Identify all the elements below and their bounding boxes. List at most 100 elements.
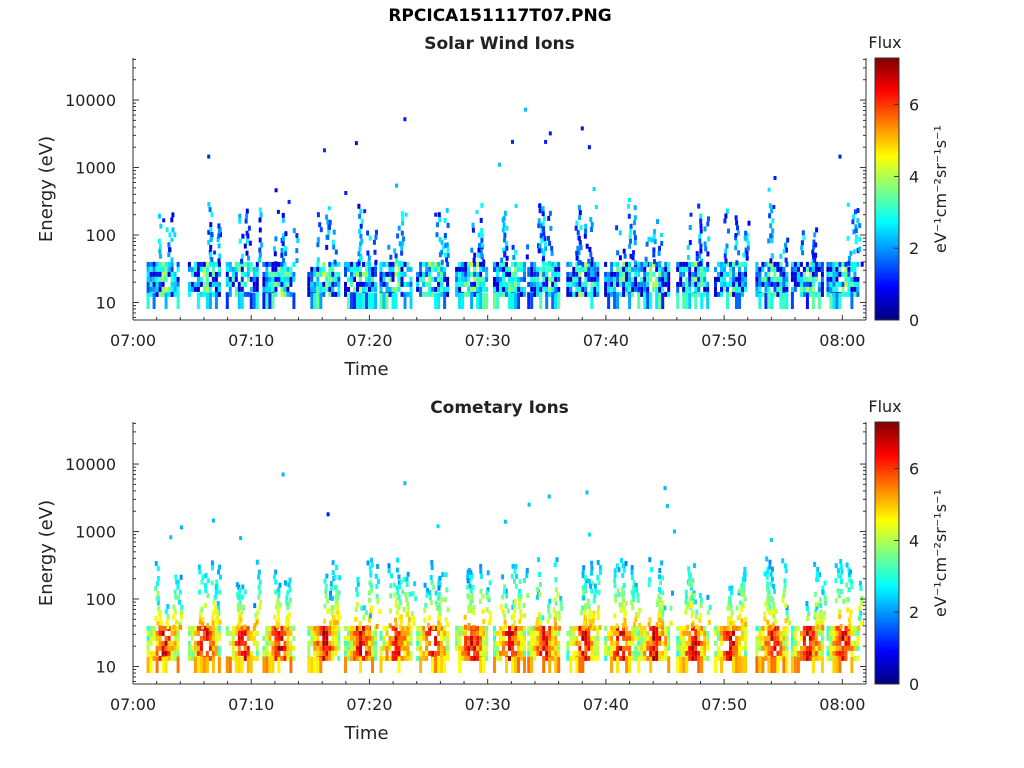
heatmap-cell <box>248 240 252 246</box>
heatmap-cell <box>811 281 815 287</box>
heatmap-cell <box>767 286 771 292</box>
heatmap-cell <box>316 266 320 272</box>
heatmap-cell <box>533 276 537 282</box>
heatmap-cell <box>149 640 153 646</box>
heatmap-cell <box>262 292 266 309</box>
heatmap-cell <box>243 261 247 267</box>
heatmap-cell <box>319 625 323 631</box>
heatmap-cell <box>372 239 376 245</box>
heatmap-cell <box>550 245 554 251</box>
heatmap-cell <box>766 584 770 590</box>
heatmap-cell <box>766 606 770 612</box>
heatmap-cell <box>428 281 432 287</box>
heatmap-cell <box>700 630 704 636</box>
heatmap-cell <box>382 281 386 287</box>
heatmap-cell <box>334 645 338 651</box>
heatmap-cell <box>406 640 410 646</box>
heatmap-cell <box>548 613 552 619</box>
heatmap-cell <box>400 635 404 641</box>
heatmap-cell <box>231 640 235 646</box>
heatmap-cell <box>240 635 244 641</box>
heatmap-cell <box>590 565 594 571</box>
heatmap-cell <box>274 640 278 646</box>
heatmap-cell <box>740 583 744 589</box>
heatmap-cell <box>366 230 370 236</box>
heatmap-cell <box>587 603 591 609</box>
heatmap-cell <box>408 591 412 597</box>
heatmap-cell <box>811 271 815 277</box>
heatmap-cell <box>720 640 723 646</box>
heatmap-cell <box>860 600 864 606</box>
heatmap-cell <box>411 591 415 597</box>
heatmap-cell <box>344 650 347 656</box>
heatmap-cell <box>496 292 499 309</box>
heatmap-cell <box>706 286 710 292</box>
heatmap-cell <box>319 266 323 272</box>
heatmap-cell <box>215 579 219 585</box>
heatmap-cell <box>622 655 626 661</box>
heatmap-cell <box>328 261 332 267</box>
heatmap-cell <box>706 281 710 287</box>
heatmap-cell <box>548 276 552 282</box>
heatmap-cell <box>187 640 191 646</box>
heatmap-cell <box>161 640 165 646</box>
heatmap-cell <box>542 645 546 651</box>
heatmap-cell <box>523 650 526 656</box>
heatmap-cell <box>446 655 450 661</box>
x-tick-label: 08:00 <box>819 695 865 714</box>
heatmap-cell <box>658 618 662 623</box>
heatmap-cell <box>784 257 788 263</box>
heatmap-cell <box>161 625 165 631</box>
heatmap-cell <box>295 258 299 264</box>
heatmap-cell <box>784 242 788 248</box>
heatmap-cell <box>729 615 733 621</box>
heatmap-cell <box>322 291 326 297</box>
heatmap-cell <box>502 215 506 221</box>
heatmap-cell <box>802 650 806 656</box>
heatmap-cell <box>419 291 423 297</box>
heatmap-cell <box>307 625 311 631</box>
heatmap-cell <box>720 625 723 631</box>
heatmap-cell <box>400 261 404 267</box>
heatmap-cell <box>274 630 278 636</box>
heatmap-cell <box>508 635 511 641</box>
heatmap-cell <box>566 261 570 267</box>
heatmap-cell <box>480 242 484 248</box>
heatmap-cell <box>682 271 686 277</box>
heatmap-cell <box>758 271 762 277</box>
heatmap-cell <box>379 281 383 287</box>
heatmap-cell <box>176 625 180 631</box>
heatmap-cell <box>170 291 174 297</box>
heatmap-cell <box>329 581 333 586</box>
heatmap-cell <box>832 650 836 656</box>
heatmap-cell <box>499 630 502 636</box>
heatmap-cell <box>271 286 275 292</box>
y-tick-label: 100 <box>85 590 116 609</box>
heatmap-cell <box>382 276 386 282</box>
heatmap-cell <box>732 266 735 272</box>
heatmap-cell <box>574 225 578 231</box>
heatmap-cell <box>624 560 628 566</box>
heatmap-cell <box>838 609 842 614</box>
heatmap-cell <box>547 260 551 266</box>
heatmap-cell <box>286 276 290 282</box>
heatmap-cell <box>628 645 632 651</box>
heatmap-cell <box>470 630 474 636</box>
heatmap-cell <box>667 625 671 631</box>
heatmap-cell <box>593 593 597 599</box>
heatmap-cell <box>664 635 668 641</box>
heatmap-cell <box>625 271 629 277</box>
heatmap-cell <box>632 580 636 586</box>
heatmap-cell <box>499 625 502 631</box>
heatmap-cell <box>527 266 531 272</box>
heatmap-cell <box>461 261 465 267</box>
heatmap-cell <box>835 635 839 641</box>
heatmap-cell <box>193 286 197 292</box>
heatmap-cell <box>703 640 707 646</box>
data-point <box>287 199 291 204</box>
heatmap-cell <box>479 266 483 272</box>
heatmap-cell <box>390 573 393 579</box>
heatmap-cell <box>758 286 762 292</box>
heatmap-cell <box>785 271 789 277</box>
heatmap-cell <box>697 635 701 641</box>
